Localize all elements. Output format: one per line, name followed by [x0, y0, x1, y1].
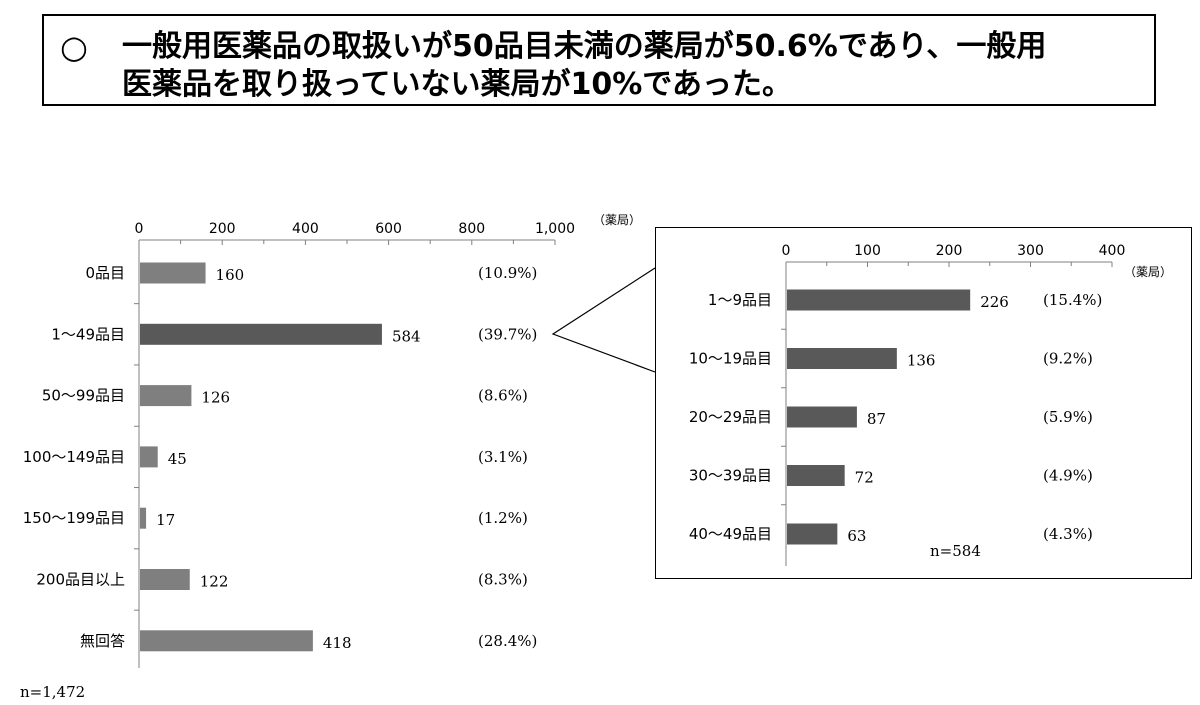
- sub-value-label: 63: [847, 527, 866, 545]
- main-value-label: 160: [216, 266, 245, 284]
- sub-bar: [787, 289, 971, 311]
- sub-value-label: 87: [867, 410, 886, 428]
- sub-percent-label: (5.9%): [1043, 408, 1093, 426]
- main-percent-label: (3.1%): [478, 448, 528, 466]
- main-bar: [140, 385, 192, 407]
- main-tick-label: 800: [458, 221, 485, 237]
- main-chart: 0 200 400 600 800 1,000 （薬局） 0品目 160 (10.9%) 1～49品…: [20, 213, 641, 701]
- sub-tick-label: 300: [1017, 243, 1044, 259]
- sub-category-label: 20～29品目: [689, 408, 772, 426]
- main-percent-label: (1.2%): [478, 509, 528, 527]
- main-tick-label: 1,000: [535, 221, 575, 237]
- main-percent-label: (39.7%): [478, 325, 537, 343]
- sub-category-label: 1～9品目: [708, 291, 772, 309]
- main-bar: [140, 323, 382, 345]
- sub-category-label: 40～49品目: [689, 525, 772, 543]
- bullet-circle-icon: ○: [60, 28, 88, 66]
- sub-tick-label: 200: [936, 243, 963, 259]
- main-value-label: 418: [323, 634, 352, 652]
- sub-tick-label: 0: [782, 243, 791, 259]
- sub-value-label: 136: [907, 352, 936, 370]
- main-bar: [140, 446, 158, 468]
- sub-tick-label: 400: [1099, 243, 1126, 259]
- main-bar: [140, 630, 313, 652]
- main-percent-label: (10.9%): [478, 264, 537, 282]
- main-category-label: 1～49品目: [51, 325, 125, 343]
- main-percent-label: (28.4%): [478, 632, 537, 650]
- main-percent-label: (8.3%): [478, 571, 528, 589]
- headline-line-1: 一般用医薬品の取扱いが50品目未満の薬局が50.6%であり、一般用: [122, 29, 1047, 64]
- main-value-label: 122: [200, 573, 229, 591]
- main-category-label: 200品目以上: [36, 571, 125, 589]
- main-value-label: 126: [201, 389, 230, 407]
- sub-category-label: 30～39品目: [689, 467, 772, 485]
- main-tick-label: 600: [375, 221, 402, 237]
- sub-bar: [787, 523, 838, 545]
- headline-line-2: 医薬品を取り扱っていない薬局が10%であった。: [122, 67, 793, 102]
- main-category-label: 50～99品目: [42, 387, 125, 405]
- sub-unit-label: （薬局）: [1124, 265, 1172, 279]
- main-percent-label: (8.6%): [478, 387, 528, 405]
- sub-percent-label: (4.9%): [1043, 467, 1093, 485]
- main-value-label: 17: [156, 511, 175, 529]
- sub-percent-label: (9.2%): [1043, 350, 1093, 368]
- breakdown-chart-frame: [655, 227, 1192, 579]
- breakdown-chart: 0 100 200 300 400 （薬局） 1～9品目 226 (15.4%) 10～19品目 1…: [689, 243, 1172, 566]
- sub-bar: [787, 348, 897, 369]
- main-bar: [140, 569, 190, 590]
- main-value-label: 45: [168, 450, 187, 468]
- sub-percent-label: (4.3%): [1043, 525, 1093, 543]
- main-bar: [140, 262, 206, 284]
- main-bar: [140, 507, 147, 529]
- main-value-label: 584: [392, 327, 421, 345]
- headline-box: ○ 一般用医薬品の取扱いが50品目未満の薬局が50.6%であり、一般用 医薬品を…: [42, 14, 1156, 106]
- main-tick-label: 0: [135, 221, 144, 237]
- sub-tick-label: 100: [854, 243, 881, 259]
- main-category-label: 無回答: [80, 632, 125, 650]
- main-category-label: 0品目: [85, 264, 125, 282]
- main-unit-label: （薬局）: [593, 213, 641, 227]
- sub-bar: [787, 465, 845, 486]
- sub-category-label: 10～19品目: [689, 350, 772, 368]
- main-category-label: 100～149品目: [23, 448, 125, 466]
- main-n-label: n=1,472: [20, 683, 85, 701]
- sub-n-label: n=584: [930, 542, 981, 560]
- sub-value-label: 226: [980, 293, 1009, 311]
- sub-value-label: 72: [855, 469, 874, 487]
- main-tick-label: 200: [209, 221, 236, 237]
- main-category-label: 150～199品目: [23, 509, 125, 527]
- sub-percent-label: (15.4%): [1043, 291, 1102, 309]
- main-tick-label: 400: [292, 221, 319, 237]
- callout-connector: [551, 267, 656, 373]
- sub-bar: [787, 406, 857, 428]
